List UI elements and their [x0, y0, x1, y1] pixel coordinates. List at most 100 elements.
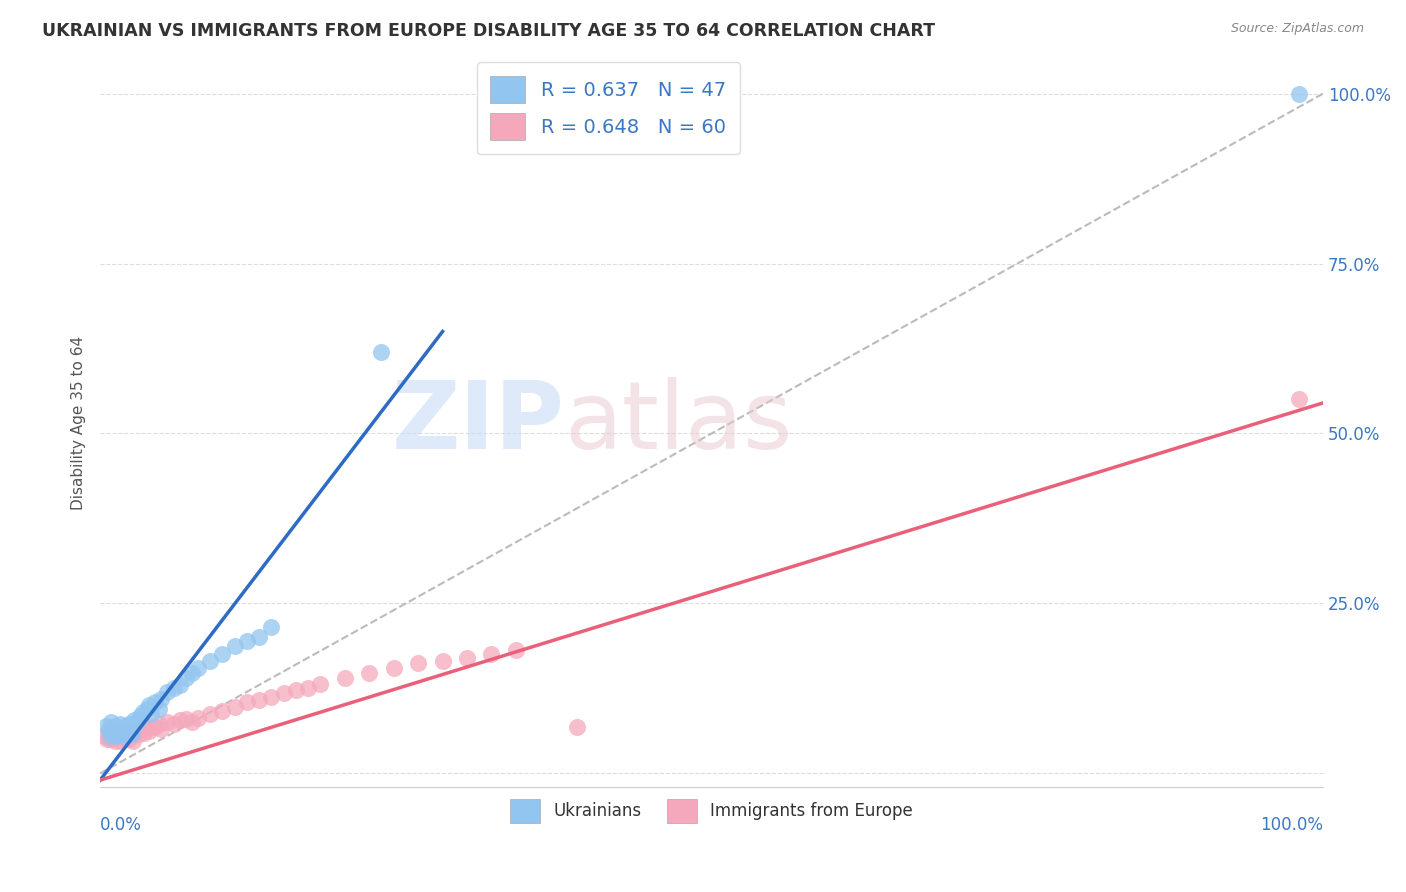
Point [103, 727, 125, 741]
Point [94, 729, 117, 743]
Point [456, 650, 478, 665]
Point [143, 720, 166, 734]
Point [132, 705, 155, 719]
Text: Source: ZipAtlas.com: Source: ZipAtlas.com [1230, 22, 1364, 36]
Point [273, 686, 295, 700]
Point [236, 695, 259, 709]
Point [103, 725, 125, 739]
Point [128, 712, 150, 726]
Point [162, 681, 184, 696]
Point [309, 676, 332, 690]
Point [114, 725, 136, 739]
Point [108, 733, 131, 747]
Point [505, 642, 527, 657]
Point [1288, 87, 1310, 101]
Point [105, 729, 128, 743]
Point [565, 720, 588, 734]
Point [180, 665, 202, 680]
Point [107, 727, 129, 741]
Y-axis label: Disability Age 35 to 64: Disability Age 35 to 64 [72, 336, 86, 510]
Legend: Ukrainians, Immigrants from Europe: Ukrainians, Immigrants from Europe [503, 793, 920, 830]
Point [156, 685, 179, 699]
Point [284, 683, 307, 698]
Point [124, 714, 146, 728]
Point [100, 715, 122, 730]
Point [138, 724, 160, 739]
Point [104, 733, 127, 747]
Point [105, 720, 128, 734]
Point [260, 690, 283, 705]
Point [110, 725, 132, 739]
Point [97, 725, 120, 739]
Point [96, 719, 118, 733]
Point [200, 654, 222, 668]
Point [128, 727, 150, 741]
Point [162, 717, 184, 731]
Text: 0.0%: 0.0% [100, 816, 142, 834]
Point [211, 704, 233, 718]
Point [224, 699, 246, 714]
Point [247, 631, 270, 645]
Point [115, 731, 138, 745]
Point [141, 719, 163, 733]
Point [121, 729, 143, 743]
Point [108, 717, 131, 731]
Point [129, 708, 152, 723]
Point [122, 733, 145, 747]
Point [247, 693, 270, 707]
Point [141, 706, 163, 721]
Point [200, 706, 222, 721]
Point [110, 729, 132, 743]
Point [112, 732, 135, 747]
Point [169, 714, 191, 728]
Point [382, 661, 405, 675]
Text: atlas: atlas [565, 377, 793, 469]
Point [211, 648, 233, 662]
Point [111, 722, 134, 736]
Point [112, 729, 135, 743]
Point [150, 722, 173, 736]
Point [134, 725, 156, 739]
Point [117, 727, 139, 741]
Point [115, 727, 138, 741]
Point [118, 717, 141, 731]
Point [114, 724, 136, 739]
Point [359, 665, 381, 680]
Point [406, 657, 429, 671]
Point [180, 715, 202, 730]
Point [481, 648, 503, 662]
Point [118, 732, 141, 747]
Point [131, 722, 153, 736]
Point [1288, 392, 1310, 407]
Point [187, 710, 209, 724]
Point [297, 681, 319, 696]
Point [96, 732, 118, 747]
Point [260, 620, 283, 634]
Point [370, 344, 392, 359]
Point [104, 719, 127, 733]
Point [174, 712, 197, 726]
Point [98, 732, 121, 747]
Point [224, 639, 246, 653]
Text: UKRAINIAN VS IMMIGRANTS FROM EUROPE DISABILITY AGE 35 TO 64 CORRELATION CHART: UKRAINIAN VS IMMIGRANTS FROM EUROPE DISA… [42, 22, 935, 40]
Point [120, 725, 142, 739]
Point [125, 724, 148, 739]
Point [105, 729, 128, 743]
Point [138, 698, 160, 713]
Point [114, 729, 136, 743]
Point [98, 729, 121, 743]
Point [187, 661, 209, 675]
Point [100, 727, 122, 741]
Point [125, 715, 148, 730]
Point [120, 724, 142, 739]
Point [122, 719, 145, 733]
Text: ZIP: ZIP [392, 377, 565, 469]
Point [105, 731, 128, 745]
Text: 100.0%: 100.0% [1260, 816, 1323, 834]
Point [143, 695, 166, 709]
Point [97, 722, 120, 736]
Point [114, 719, 136, 733]
Point [148, 702, 170, 716]
Point [156, 715, 179, 730]
Point [169, 678, 191, 692]
